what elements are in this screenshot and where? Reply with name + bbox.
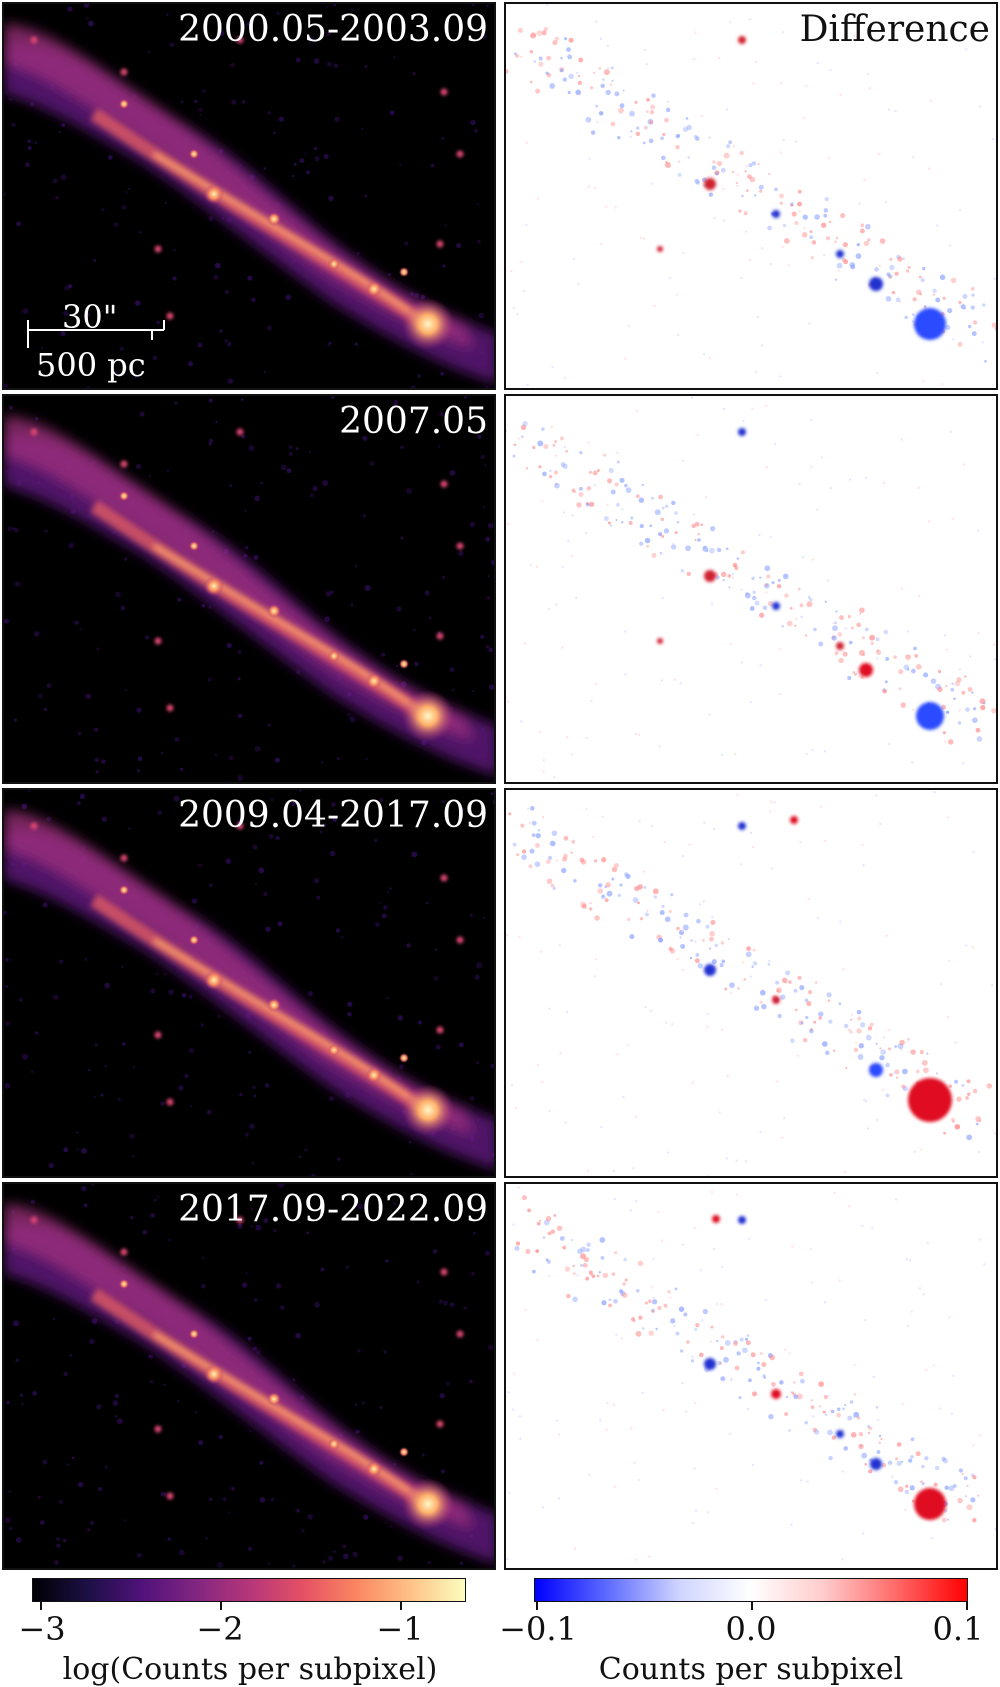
colorbar-tick xyxy=(751,1602,753,1610)
colorbar-tick xyxy=(966,1602,968,1610)
difference-panel-2 xyxy=(504,394,998,784)
jet-image-panel-3: 2009.04-2017.09 xyxy=(2,788,496,1178)
colorbar-counts-difference xyxy=(534,1578,968,1602)
colorbar-tick xyxy=(40,1602,42,1610)
jet-image-panel-2: 2007.05 xyxy=(2,394,496,784)
scale-angular-label: 30" xyxy=(62,298,117,336)
jet-image xyxy=(4,396,496,784)
colorbar-tick-label: −2 xyxy=(196,1610,243,1648)
colorbar-tick xyxy=(220,1602,222,1610)
epoch-label: 2007.05 xyxy=(339,400,488,444)
colorbar-log-counts xyxy=(32,1578,466,1602)
colorbar-label: Counts per subpixel xyxy=(599,1652,903,1687)
jet-image xyxy=(4,1184,496,1570)
difference-image xyxy=(506,4,998,390)
difference-panel-3 xyxy=(504,788,998,1178)
scale-physical-label: 500 pc xyxy=(36,346,146,384)
colorbar-tick-label: −0.1 xyxy=(499,1610,577,1648)
colorbar-tick-label: 0.1 xyxy=(933,1610,984,1648)
colorbar-label: log(Counts per subpixel) xyxy=(63,1652,438,1687)
difference-image xyxy=(506,790,998,1178)
difference-panel-4 xyxy=(504,1182,998,1570)
difference-label: Difference xyxy=(800,8,990,52)
epoch-label: 2017.09-2022.09 xyxy=(178,1188,488,1232)
jet-image-panel-4: 2017.09-2022.09 xyxy=(2,1182,496,1570)
colorbar-tick-label: −1 xyxy=(376,1610,423,1648)
jet-image-panel-1: 2000.05-2003.09 30" 500 pc xyxy=(2,2,496,390)
scale-bar: 30" 500 pc xyxy=(22,288,172,388)
colorbar-tick xyxy=(536,1602,538,1610)
epoch-label: 2009.04-2017.09 xyxy=(178,794,488,838)
jet-image xyxy=(4,790,496,1178)
colorbar-tick-label: 0.0 xyxy=(726,1610,777,1648)
colorbar-tick-label: −3 xyxy=(18,1610,65,1648)
colorbar-tick xyxy=(400,1602,402,1610)
epoch-label: 2000.05-2003.09 xyxy=(178,8,488,52)
difference-panel-1: Difference xyxy=(504,2,998,390)
difference-image xyxy=(506,396,998,784)
difference-image xyxy=(506,1184,998,1570)
